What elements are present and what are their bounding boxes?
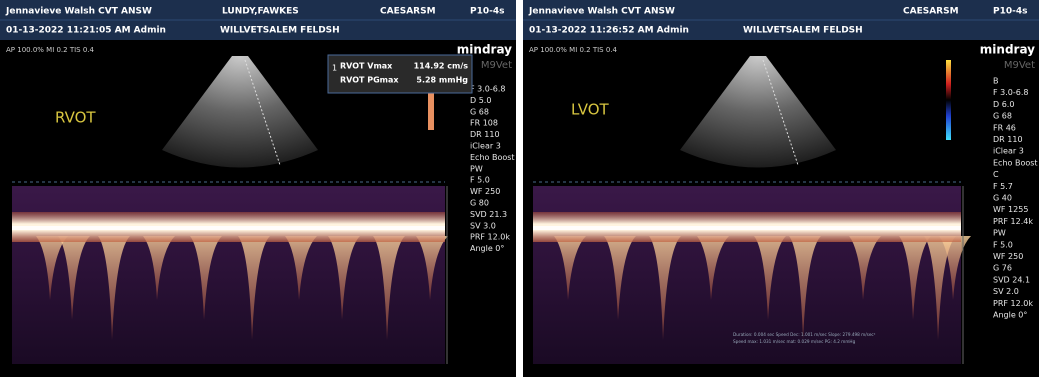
header-clinic: WILLVETSALEM FELDSH xyxy=(743,26,863,36)
measurement-note: Duration: 0.004 sec Speed Dec: 1.001 m/s… xyxy=(733,332,876,337)
parameter: G 80 xyxy=(470,199,489,208)
header-institution: CAESARSM xyxy=(380,7,436,17)
measurement-index: 1 xyxy=(332,64,337,73)
panel: Jennavieve Walsh CVT ANSW CAESARSM P10-4s 0… xyxy=(523,0,1039,377)
parameter: G 76 xyxy=(993,264,1012,273)
header-institution: CAESARSM xyxy=(903,7,959,17)
parameter: G 40 xyxy=(993,194,1012,203)
parameter: SV 2.0 xyxy=(993,287,1019,296)
view-label: RVOT xyxy=(55,109,96,127)
gain-bar xyxy=(428,90,434,130)
header-clinic: WILLVETSALEM FELDSH xyxy=(220,26,340,36)
measurement-name: RVOT Vmax xyxy=(340,62,393,71)
parameter: SVD 24.1 xyxy=(993,275,1030,284)
parameter: F 5.0 xyxy=(470,176,490,185)
view-label: LVOT xyxy=(571,101,610,119)
header-datetime: 01-13-2022 11:21:05 AM Admin xyxy=(6,26,166,36)
parameter: G 68 xyxy=(993,112,1012,121)
parameter: PRF 12.0k xyxy=(470,233,510,242)
parameter: FR 46 xyxy=(993,123,1016,132)
parameter: PW xyxy=(993,229,1006,238)
measurement-value: 114.92 cm/s xyxy=(414,62,469,71)
parameter: FR 108 xyxy=(470,119,498,128)
header-datetime: 01-13-2022 11:26:52 AM Admin xyxy=(529,26,689,36)
parameter: F 3.0-6.8 xyxy=(993,88,1028,97)
parameter: WF 250 xyxy=(470,187,500,196)
parameter: D 5.0 xyxy=(470,96,491,105)
parameter: SV 3.0 xyxy=(470,221,496,230)
color-scale xyxy=(946,60,951,140)
header-brand: mindray xyxy=(457,43,512,57)
parameter: PRF 12.4k xyxy=(993,217,1033,226)
parameter: Angle 0° xyxy=(993,311,1027,320)
header-probe: P10-4s xyxy=(993,7,1027,17)
header-probe: P10-4s xyxy=(470,7,504,17)
header-status: AP 100.0% MI 0.2 TIS 0.4 xyxy=(529,46,618,54)
parameter: iClear 3 xyxy=(993,147,1024,156)
parameter: WF 250 xyxy=(993,252,1023,261)
header-model: M9Vet xyxy=(481,60,512,71)
header-brand: mindray xyxy=(980,43,1035,57)
parameter: D 6.0 xyxy=(993,100,1014,109)
measurement-note: Speed max: 1.031 m/sec mat: 0.029 m/sec … xyxy=(733,339,856,344)
parameter: PW xyxy=(470,164,483,173)
parameter: Echo Boost xyxy=(470,153,515,162)
parameter: Echo Boost xyxy=(993,158,1038,167)
header-model: M9Vet xyxy=(1004,60,1035,71)
parameter: F 3.0-6.8 xyxy=(470,85,505,94)
parameter: SVD 21.3 xyxy=(470,210,507,219)
parameter: DR 110 xyxy=(470,130,500,139)
header-operator: Jennavieve Walsh CVT ANSW xyxy=(5,7,152,17)
page: Jennavieve Walsh CVT ANSW LUNDY,FAWKES CAE… xyxy=(0,0,1039,377)
parameter: PRF 12.0k xyxy=(993,299,1033,308)
header-patient: LUNDY,FAWKES xyxy=(222,7,299,17)
header-operator: Jennavieve Walsh CVT ANSW xyxy=(528,7,675,17)
measurement-value: 5.28 mmHg xyxy=(416,76,468,85)
parameter: DR 110 xyxy=(993,135,1023,144)
parameter: G 68 xyxy=(470,107,489,116)
parameter: F 5.7 xyxy=(993,182,1013,191)
parameter: Angle 0° xyxy=(470,244,504,253)
parameter: iClear 3 xyxy=(470,142,501,151)
header-status: AP 100.0% MI 0.2 TIS 0.4 xyxy=(6,46,95,54)
panel: Jennavieve Walsh CVT ANSW LUNDY,FAWKES CAE… xyxy=(0,0,516,377)
ultrasound-screens: Jennavieve Walsh CVT ANSW LUNDY,FAWKES CAE… xyxy=(0,0,1039,377)
parameter: F 5.0 xyxy=(993,240,1013,249)
parameter: B xyxy=(993,77,999,86)
parameter: WF 1255 xyxy=(993,205,1028,214)
parameter: C xyxy=(993,170,999,179)
measurement-name: RVOT PGmax xyxy=(340,76,399,85)
